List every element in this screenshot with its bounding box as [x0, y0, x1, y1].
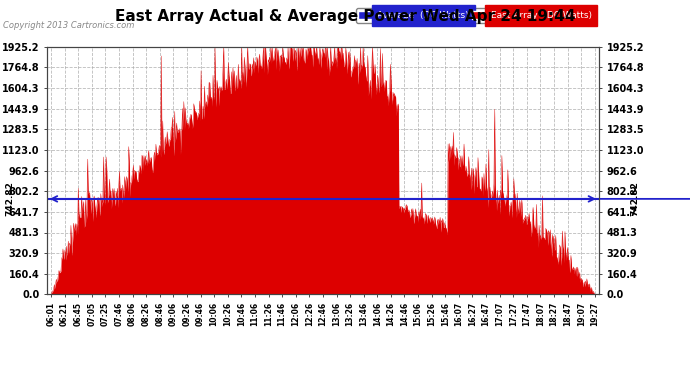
Text: Copyright 2013 Cartronics.com: Copyright 2013 Cartronics.com — [3, 21, 135, 30]
Text: 742.82: 742.82 — [630, 182, 640, 216]
Legend: Average  (DC Watts), East Array  (DC Watts): Average (DC Watts), East Array (DC Watts… — [356, 8, 594, 22]
Text: East Array Actual & Average Power Wed Apr 24 19:44: East Array Actual & Average Power Wed Ap… — [115, 9, 575, 24]
Text: 742.82: 742.82 — [5, 182, 14, 216]
